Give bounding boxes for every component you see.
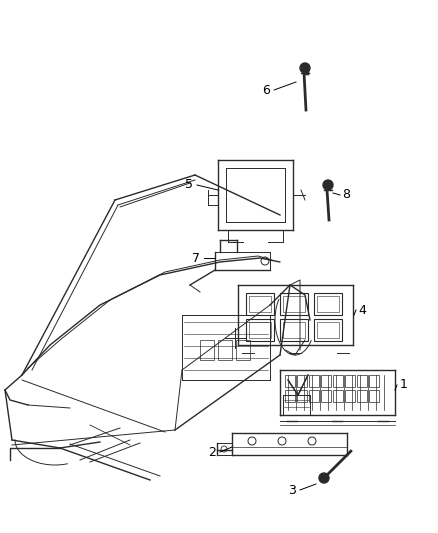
Bar	[249, 322, 271, 338]
Bar	[285, 390, 295, 402]
Circle shape	[319, 473, 329, 483]
Bar	[317, 296, 339, 312]
Text: 4: 4	[358, 303, 366, 317]
Bar	[280, 319, 308, 341]
Bar	[236, 340, 250, 360]
Bar	[285, 375, 295, 387]
Circle shape	[323, 180, 333, 190]
Bar	[357, 375, 367, 387]
Bar	[321, 390, 331, 402]
Bar	[369, 375, 379, 387]
Text: 3: 3	[288, 483, 296, 497]
Circle shape	[300, 63, 310, 73]
Bar	[249, 296, 271, 312]
Bar	[321, 375, 331, 387]
Bar	[297, 390, 307, 402]
Bar	[369, 390, 379, 402]
Bar	[314, 319, 342, 341]
Bar	[333, 375, 343, 387]
Bar	[200, 340, 214, 360]
Text: 8: 8	[342, 189, 350, 201]
Bar	[345, 390, 355, 402]
Bar	[218, 340, 232, 360]
Bar	[246, 319, 274, 341]
Bar	[309, 375, 319, 387]
Text: 1: 1	[400, 378, 408, 392]
Bar	[314, 293, 342, 315]
Bar	[345, 375, 355, 387]
Bar	[357, 390, 367, 402]
Bar	[309, 390, 319, 402]
Bar	[280, 293, 308, 315]
Bar	[317, 322, 339, 338]
Bar	[333, 390, 343, 402]
Text: 6: 6	[262, 84, 270, 96]
Text: 7: 7	[192, 252, 200, 264]
Bar	[283, 322, 305, 338]
Text: 5: 5	[185, 179, 193, 191]
Text: 2: 2	[208, 446, 216, 458]
Bar	[283, 296, 305, 312]
Bar	[297, 375, 307, 387]
Bar	[246, 293, 274, 315]
